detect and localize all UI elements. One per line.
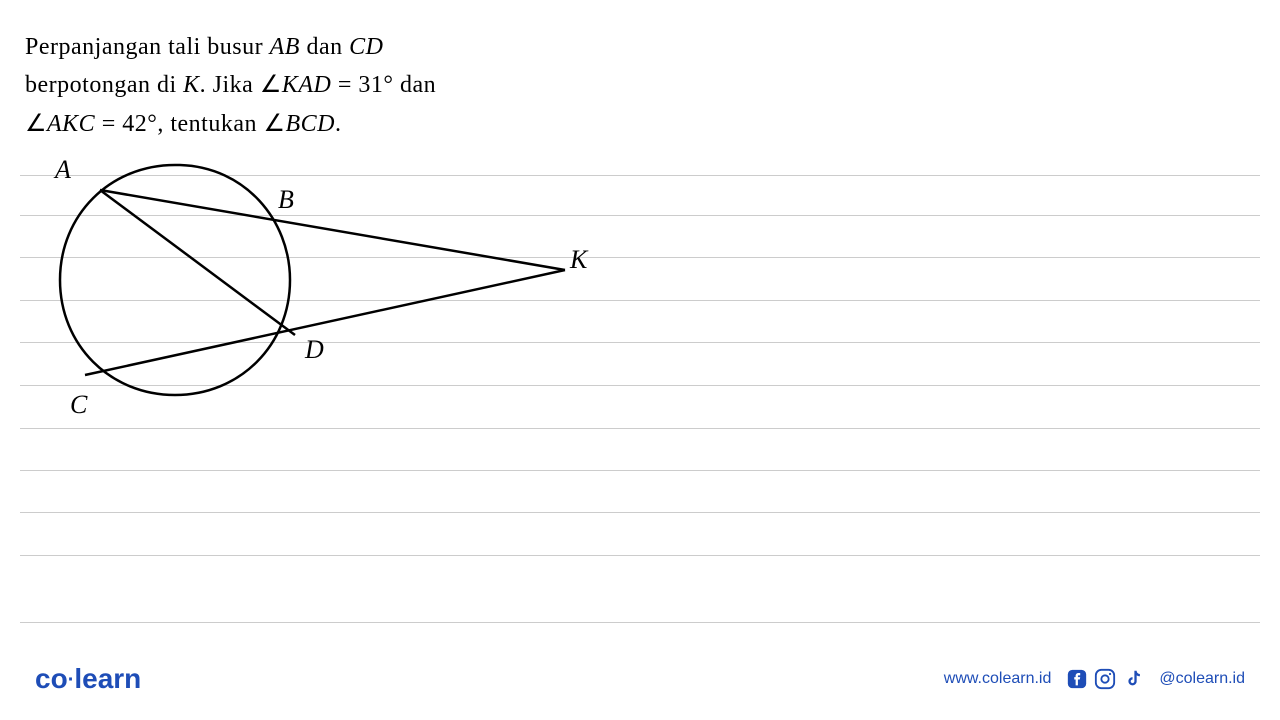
text-part: Perpanjangan tali busur [25,34,270,60]
label-b: B [278,185,294,215]
line-ad [100,190,295,335]
text-part: ∠ [25,111,47,137]
problem-statement: Perpanjangan tali busur AB dan CD berpot… [25,28,545,143]
social-handle: @colearn.id [1159,670,1245,688]
geometry-diagram: A B C D K [30,155,630,455]
text-part: berpotongan di [25,72,183,98]
label-k: K [570,245,587,275]
text-ab: AB [270,34,300,60]
line-ck [85,270,565,375]
label-d: D [305,335,324,365]
text-part: = 42°, tentukan ∠ [95,111,285,137]
tiktok-icon [1122,668,1144,690]
diagram-svg [30,155,630,455]
text-akc: AKC [47,111,95,137]
brand-logo: co·learn [35,663,141,695]
label-c: C [70,390,87,420]
circle-path [60,165,290,395]
facebook-icon [1066,668,1088,690]
social-icons-group [1066,668,1144,690]
text-cd: CD [349,34,383,60]
text-kad: KAD [282,72,332,98]
line-ak [100,190,565,270]
label-a: A [55,155,71,185]
text-k: K [183,72,200,98]
ruled-line [20,470,1260,471]
text-part: dan [300,34,349,60]
text-part: . Jika ∠ [200,72,282,98]
instagram-icon [1094,668,1116,690]
footer-right-group: www.colearn.id @colearn.id [944,668,1245,690]
text-part: = 31° dan [331,72,436,98]
ruled-line [20,555,1260,556]
text-bcd: BCD [286,111,336,137]
text-part: . [335,111,342,137]
logo-learn: learn [74,663,141,694]
logo-co: co [35,663,68,694]
website-url: www.colearn.id [944,670,1052,688]
ruled-line [20,512,1260,513]
footer-bar: co·learn www.colearn.id @colearn.id [0,663,1280,695]
ruled-line [20,622,1260,623]
